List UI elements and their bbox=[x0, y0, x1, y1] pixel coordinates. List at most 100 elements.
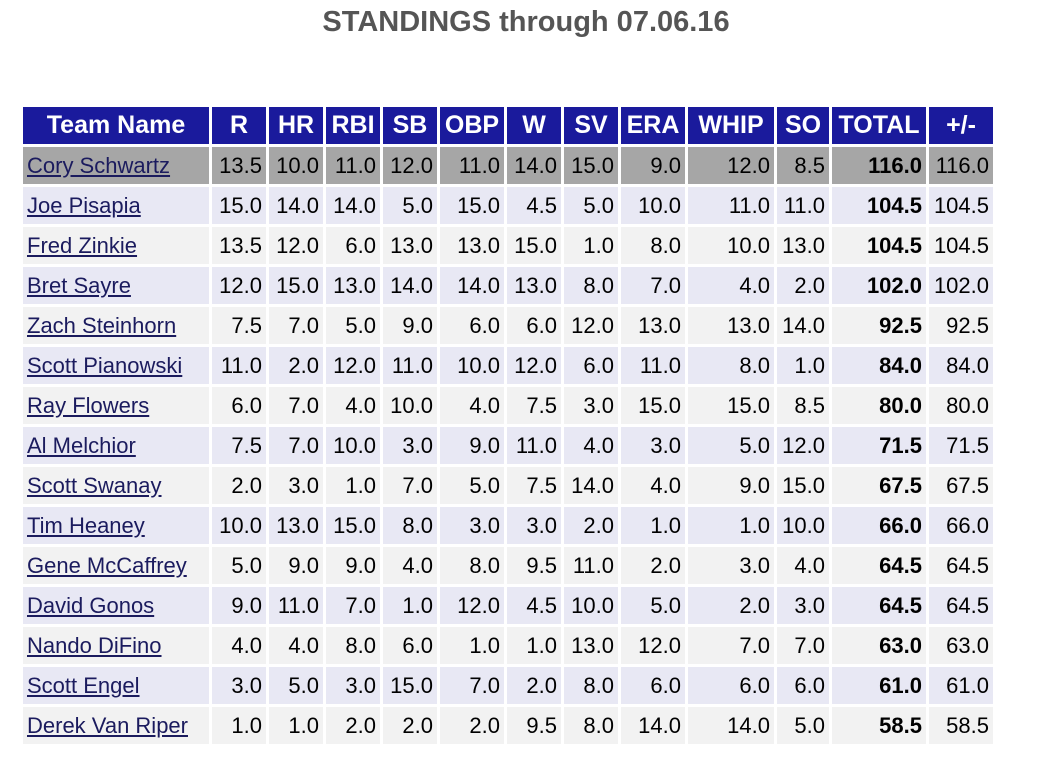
stat-cell-whip: 1.0 bbox=[688, 507, 774, 544]
team-link[interactable]: Scott Engel bbox=[27, 672, 140, 698]
total-cell: 64.5 bbox=[832, 547, 926, 584]
team-link[interactable]: Al Melchior bbox=[27, 432, 136, 458]
stat-cell-so: 11.0 bbox=[777, 187, 829, 224]
stat-cell-so: 7.0 bbox=[777, 627, 829, 664]
column-header-era: ERA bbox=[621, 107, 685, 144]
stat-cell-era: 7.0 bbox=[621, 267, 685, 304]
team-name-cell: Fred Zinkie bbox=[23, 227, 209, 264]
stat-cell-rbi: 12.0 bbox=[326, 347, 380, 384]
column-header-sv: SV bbox=[564, 107, 618, 144]
plus-minus-cell: 80.0 bbox=[929, 387, 993, 424]
total-cell: 80.0 bbox=[832, 387, 926, 424]
stat-cell-so: 5.0 bbox=[777, 707, 829, 744]
plus-minus-cell: 58.5 bbox=[929, 707, 993, 744]
stat-cell-rbi: 7.0 bbox=[326, 587, 380, 624]
stat-cell-sv: 8.0 bbox=[564, 267, 618, 304]
stat-cell-r: 10.0 bbox=[212, 507, 266, 544]
table-row: Zach Steinhorn 7.5 7.0 5.0 9.0 6.0 6.0 12.0 13.0… bbox=[23, 307, 993, 344]
team-link[interactable]: Bret Sayre bbox=[27, 272, 131, 298]
team-name-cell: David Gonos bbox=[23, 587, 209, 624]
stat-cell-hr: 7.0 bbox=[269, 387, 323, 424]
column-header-r: R bbox=[212, 107, 266, 144]
stat-cell-w: 4.5 bbox=[507, 587, 561, 624]
stat-cell-w: 7.5 bbox=[507, 467, 561, 504]
team-link[interactable]: Scott Swanay bbox=[27, 472, 162, 498]
stat-cell-era: 1.0 bbox=[621, 507, 685, 544]
stat-cell-obp: 4.0 bbox=[440, 387, 504, 424]
stat-cell-hr: 2.0 bbox=[269, 347, 323, 384]
total-cell: 67.5 bbox=[832, 467, 926, 504]
stat-cell-sb: 8.0 bbox=[383, 507, 437, 544]
column-header-whip: WHIP bbox=[688, 107, 774, 144]
stat-cell-obp: 8.0 bbox=[440, 547, 504, 584]
stat-cell-whip: 4.0 bbox=[688, 267, 774, 304]
table-row: David Gonos 9.0 11.0 7.0 1.0 12.0 4.5 10.0 5.0 2.… bbox=[23, 587, 993, 624]
stat-cell-so: 6.0 bbox=[777, 667, 829, 704]
team-link[interactable]: Nando DiFino bbox=[27, 632, 162, 658]
total-cell: 104.5 bbox=[832, 227, 926, 264]
team-name-cell: Tim Heaney bbox=[23, 507, 209, 544]
team-link[interactable]: Zach Steinhorn bbox=[27, 312, 177, 338]
page-title: STANDINGS through 07.06.16 bbox=[322, 6, 730, 38]
stat-cell-era: 5.0 bbox=[621, 587, 685, 624]
team-link[interactable]: David Gonos bbox=[27, 592, 155, 618]
table-row: Joe Pisapia 15.0 14.0 14.0 5.0 15.0 4.5 5.0 10.0… bbox=[23, 187, 993, 224]
team-link[interactable]: Joe Pisapia bbox=[27, 192, 141, 218]
team-link[interactable]: Gene McCaffrey bbox=[27, 552, 187, 578]
stat-cell-whip: 3.0 bbox=[688, 547, 774, 584]
team-name-cell: Scott Pianowski bbox=[23, 347, 209, 384]
stat-cell-sb: 6.0 bbox=[383, 627, 437, 664]
total-cell: 84.0 bbox=[832, 347, 926, 384]
plus-minus-cell: 104.5 bbox=[929, 227, 993, 264]
table-body: Cory Schwartz 13.5 10.0 11.0 12.0 11.0 14.0 15.… bbox=[23, 147, 993, 744]
table-row: Nando DiFino 4.0 4.0 8.0 6.0 1.0 1.0 13.0 12.0 7.… bbox=[23, 627, 993, 664]
stat-cell-rbi: 8.0 bbox=[326, 627, 380, 664]
stat-cell-sb: 13.0 bbox=[383, 227, 437, 264]
stat-cell-hr: 3.0 bbox=[269, 467, 323, 504]
table-row: Cory Schwartz 13.5 10.0 11.0 12.0 11.0 14.0 15.… bbox=[23, 147, 993, 184]
stat-cell-obp: 6.0 bbox=[440, 307, 504, 344]
team-name-cell: Derek Van Riper bbox=[23, 707, 209, 744]
stat-cell-hr: 9.0 bbox=[269, 547, 323, 584]
column-header-team-name: Team Name bbox=[23, 107, 209, 144]
team-link[interactable]: Ray Flowers bbox=[27, 392, 150, 418]
stat-cell-sv: 4.0 bbox=[564, 427, 618, 464]
stat-cell-r: 9.0 bbox=[212, 587, 266, 624]
stat-cell-r: 11.0 bbox=[212, 347, 266, 384]
stat-cell-r: 6.0 bbox=[212, 387, 266, 424]
stat-cell-hr: 14.0 bbox=[269, 187, 323, 224]
stat-cell-w: 9.5 bbox=[507, 547, 561, 584]
stat-cell-r: 13.5 bbox=[212, 147, 266, 184]
stat-cell-r: 12.0 bbox=[212, 267, 266, 304]
stat-cell-rbi: 4.0 bbox=[326, 387, 380, 424]
stat-cell-obp: 10.0 bbox=[440, 347, 504, 384]
stat-cell-hr: 13.0 bbox=[269, 507, 323, 544]
stat-cell-w: 6.0 bbox=[507, 307, 561, 344]
stat-cell-sv: 12.0 bbox=[564, 307, 618, 344]
stat-cell-w: 9.5 bbox=[507, 707, 561, 744]
column-header-so: SO bbox=[777, 107, 829, 144]
team-name-cell: Nando DiFino bbox=[23, 627, 209, 664]
stat-cell-whip: 5.0 bbox=[688, 427, 774, 464]
stat-cell-obp: 2.0 bbox=[440, 707, 504, 744]
plus-minus-cell: 116.0 bbox=[929, 147, 993, 184]
stat-cell-rbi: 1.0 bbox=[326, 467, 380, 504]
table-row: Bret Sayre 12.0 15.0 13.0 14.0 14.0 13.0 8.0 7.0… bbox=[23, 267, 993, 304]
stat-cell-sb: 15.0 bbox=[383, 667, 437, 704]
team-link[interactable]: Scott Pianowski bbox=[27, 352, 183, 378]
team-link[interactable]: Tim Heaney bbox=[27, 512, 145, 538]
table-row: Tim Heaney 10.0 13.0 15.0 8.0 3.0 3.0 2.0 1.0 1.0… bbox=[23, 507, 993, 544]
stat-cell-sb: 9.0 bbox=[383, 307, 437, 344]
stat-cell-w: 12.0 bbox=[507, 347, 561, 384]
team-link[interactable]: Derek Van Riper bbox=[27, 712, 188, 738]
team-link[interactable]: Cory Schwartz bbox=[27, 152, 171, 178]
stat-cell-sv: 3.0 bbox=[564, 387, 618, 424]
stat-cell-so: 1.0 bbox=[777, 347, 829, 384]
column-header-rbi: RBI bbox=[326, 107, 380, 144]
team-link[interactable]: Fred Zinkie bbox=[27, 232, 138, 258]
stat-cell-whip: 13.0 bbox=[688, 307, 774, 344]
plus-minus-cell: 64.5 bbox=[929, 547, 993, 584]
column-header-plus-minus: +/- bbox=[929, 107, 993, 144]
total-cell: 71.5 bbox=[832, 427, 926, 464]
total-cell: 64.5 bbox=[832, 587, 926, 624]
